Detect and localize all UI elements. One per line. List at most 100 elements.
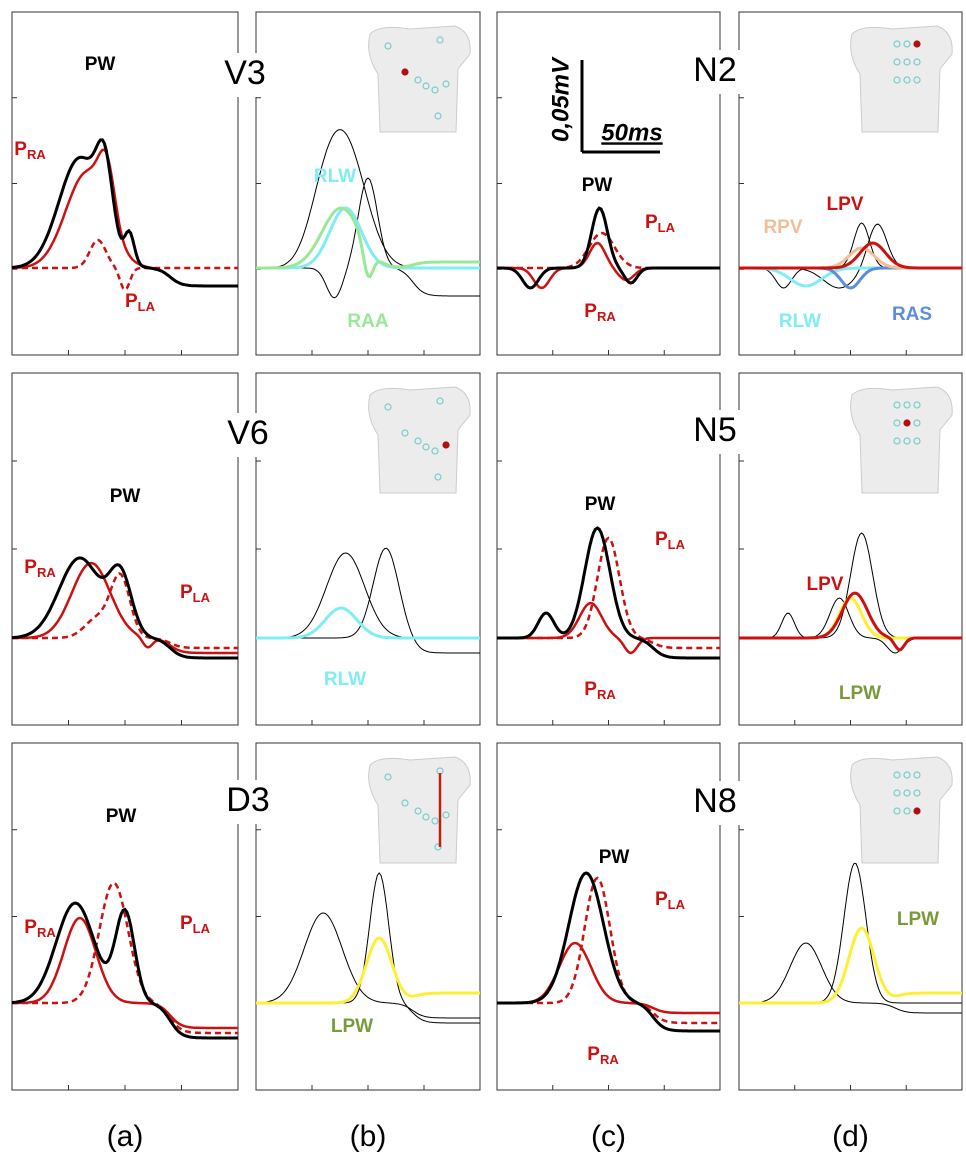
trace (256, 206, 480, 279)
electrode (893, 401, 901, 409)
electrode (442, 80, 450, 88)
trace (12, 916, 238, 1030)
label-sub: LA (193, 921, 211, 936)
lead-bg (220, 413, 276, 457)
label-main: P (125, 291, 138, 312)
panel: V6 RLW (220, 372, 481, 726)
label-sub: RA (600, 1052, 619, 1067)
electrode (903, 807, 911, 815)
trace (497, 536, 720, 650)
trace (739, 597, 962, 654)
electrode (893, 58, 901, 66)
lead-label: V6 (227, 414, 269, 452)
trace (497, 876, 720, 1025)
label-main: LPW (897, 909, 939, 930)
electrode (384, 42, 392, 50)
trace (12, 572, 238, 650)
trace-label: PRA (14, 139, 46, 162)
electrode (414, 807, 422, 815)
trace (11, 556, 238, 660)
trace (739, 241, 962, 270)
panel: N2 RPV LPV RLW RAS (687, 11, 963, 356)
scale-h-label: 50ms (601, 119, 662, 146)
label-main: LPV (827, 194, 864, 215)
panel: N8 LPW (687, 742, 963, 1091)
lead-bg (687, 781, 743, 825)
trace (739, 862, 962, 1004)
trace-label: PLA (125, 291, 156, 314)
electrode (893, 771, 901, 779)
electrode (422, 813, 430, 821)
trace-label: PRA (24, 557, 56, 580)
label-main: P (584, 679, 597, 700)
trace-label: RLW (314, 166, 356, 187)
label-main: P (587, 1044, 600, 1065)
label-main: RAA (347, 311, 388, 332)
trace (256, 912, 480, 1019)
lead-label: D3 (226, 781, 269, 819)
trace-label: PRA (587, 1044, 619, 1067)
trace-label: PLA (180, 913, 211, 936)
trace-label: RLW (779, 311, 821, 332)
electrode (422, 82, 430, 90)
electrode (436, 36, 444, 44)
trace-label: PW (85, 54, 116, 75)
trace-label: PW (599, 847, 630, 868)
electrode (384, 773, 392, 781)
lead-label: N5 (693, 411, 736, 449)
label-sub: RA (27, 147, 46, 162)
electrode (913, 401, 921, 409)
label-main: P (655, 889, 668, 910)
lead-bg (687, 50, 743, 94)
electrode (431, 447, 439, 455)
trace (256, 872, 480, 1024)
label-main: RAS (892, 304, 932, 325)
panel: D3 LPW (220, 742, 481, 1091)
label-main: PW (599, 847, 630, 868)
label-main: RLW (314, 166, 356, 187)
column-label: (c) (591, 1120, 626, 1153)
electrode (903, 771, 911, 779)
electrode (422, 443, 430, 451)
panel: V3 RLW RAA (217, 11, 481, 356)
electrode (903, 40, 911, 48)
label-main: P (180, 582, 193, 603)
lead-bg (220, 780, 276, 824)
trace (12, 561, 238, 655)
trace-label: LPW (839, 683, 881, 704)
lead-bg (687, 410, 743, 454)
column-label: (b) (350, 1120, 387, 1153)
trace-label: PRA (584, 301, 616, 324)
electrode (893, 437, 901, 445)
electrode (442, 441, 450, 449)
trace-label: PW (582, 175, 613, 196)
label-main: RLW (779, 311, 821, 332)
trace-label: RAA (347, 311, 388, 332)
label-main: P (584, 301, 597, 322)
trace-label: PLA (645, 212, 676, 235)
torso (850, 386, 953, 494)
column-label: (a) (107, 1120, 144, 1153)
electrode (893, 40, 901, 48)
label-main: P (14, 139, 27, 160)
trace (497, 871, 720, 1033)
trace-label: PW (585, 494, 616, 515)
trace-label: RLW (324, 669, 366, 690)
electrode (401, 429, 409, 437)
label-sub: LA (668, 897, 686, 912)
label-main: RPV (763, 217, 802, 238)
trace (739, 942, 962, 1014)
label-main: RLW (324, 669, 366, 690)
label-main: P (24, 917, 37, 938)
trace (739, 926, 962, 1005)
electrode (414, 437, 422, 445)
trace-label: PLA (180, 582, 211, 605)
label-sub: LA (668, 537, 686, 552)
trace (256, 552, 480, 639)
torso (368, 386, 471, 494)
